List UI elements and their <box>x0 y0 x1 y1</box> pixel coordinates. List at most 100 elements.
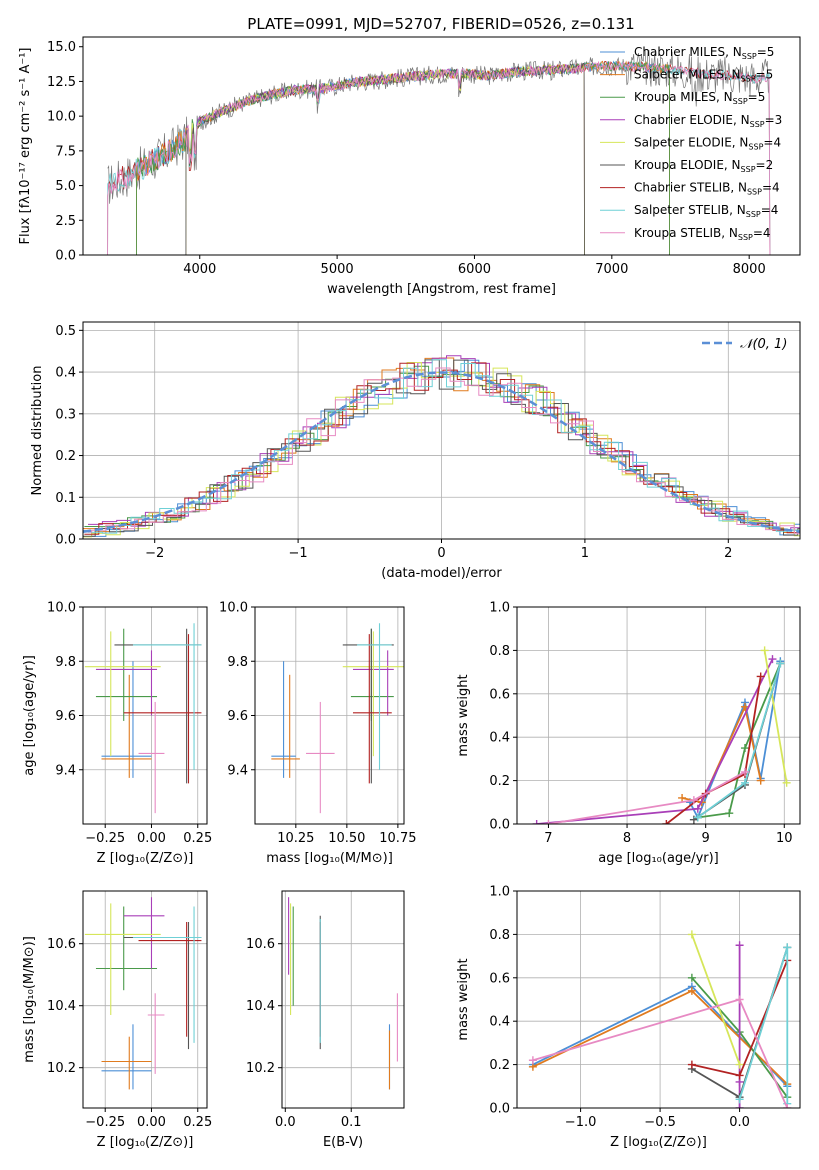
chart-mass-vs-ebv: 0.0 0.1 10.2 10.4 10.6 E(B-V) <box>246 890 405 1150</box>
model-spectrum-4 <box>185 63 585 255</box>
x-axis-label: Z [log₁₀(Z/Z⊙)] <box>97 851 194 866</box>
weight-marker <box>687 973 696 982</box>
axes-frame <box>281 890 405 1109</box>
y-tick-label: 0.4 <box>489 731 510 746</box>
y-axis-label: age [log₁₀(age/yr)] <box>22 655 37 776</box>
y-tick-label: 9.8 <box>227 655 248 670</box>
weight-marker <box>689 796 698 805</box>
weight-line-3 <box>536 658 774 824</box>
model-spectrum-1 <box>135 60 670 255</box>
y-tick-label: 0.0 <box>55 249 76 264</box>
y-tick-label: 9.6 <box>227 709 248 724</box>
weight-marker <box>693 804 702 813</box>
y-tick-label: 0.2 <box>489 774 510 789</box>
weight-marker <box>735 941 744 950</box>
y-tick-label: 0.3 <box>55 407 76 422</box>
x-axis-label: age [log₁₀(age/yr)] <box>598 851 719 866</box>
weight-line-6 <box>665 676 762 824</box>
legend-label-subscript: SSP <box>733 97 748 106</box>
data-point <box>147 993 165 1074</box>
y-tick-label: 9.4 <box>55 763 76 778</box>
legend-label-value: =5 <box>748 90 766 104</box>
legend-label: Salpeter STELIB, NSSP=4 <box>634 203 778 219</box>
x-tick-label: 10.25 <box>277 831 314 846</box>
legend-label-main: Kroupa STELIB, N <box>634 226 738 240</box>
weight-marker <box>532 820 541 824</box>
weight-marker <box>735 1071 744 1080</box>
weight-marker <box>783 1104 792 1108</box>
data-point <box>101 674 152 778</box>
weight-marker <box>768 655 777 664</box>
weight-marker <box>735 995 744 1004</box>
legend-label: Chabrier ELODIE, NSSP=3 <box>634 113 782 129</box>
x-tick-label: 2 <box>724 546 732 561</box>
y-tick-label: 10.6 <box>47 937 76 952</box>
weight-line-4 <box>691 934 741 1065</box>
data-point <box>306 701 335 814</box>
legend-label-value: =4 <box>762 181 780 195</box>
chart-age-vs-mass: 10.25 10.50 10.75 9.4 9.6 9.8 10.0 mass [log₁₀(… <box>219 601 416 867</box>
y-axis-label: mass [log₁₀(M/M⊙)] <box>22 936 37 1063</box>
plot-area <box>83 355 800 538</box>
x-tick-label: 0.25 <box>183 1115 212 1130</box>
plot-area <box>288 897 398 1090</box>
y-tick-label: 0.8 <box>489 644 510 659</box>
x-tick-label: −1 <box>289 546 308 561</box>
weight-marker <box>678 793 687 802</box>
axes-frame <box>82 890 208 1109</box>
legend-label-subscript: SSP <box>748 142 763 151</box>
weight-marker <box>783 943 792 952</box>
x-tick-label: 9 <box>702 831 710 846</box>
x-axis-label: E(B-V) <box>323 1135 363 1150</box>
y-axis-label: Flux [fλ10⁻¹⁷ erg cm⁻² s⁻¹ A⁻¹] <box>18 48 33 245</box>
data-point <box>123 634 202 784</box>
legend-label: Kroupa MILES, NSSP=5 <box>634 90 765 106</box>
weight-marker <box>782 778 791 787</box>
chart-residuals: 𝒩(0, 1) −2 −1 0 1 2 0.0 0.1 0.2 0.3 0.4 0.5 (data-mo… <box>30 321 801 581</box>
weight-marker <box>756 672 765 681</box>
residual-histogram-5 <box>83 359 800 537</box>
figure-title: PLATE=0991, MJD=52707, FIBERID=0526, z=0… <box>247 15 634 33</box>
x-tick-label: 7000 <box>595 262 628 277</box>
weight-marker <box>687 930 696 939</box>
legend-label: Kroupa STELIB, NSSP=4 <box>634 226 771 242</box>
legend-label-value: =2 <box>756 158 774 172</box>
y-tick-label: 0.6 <box>489 687 510 702</box>
axes-frame <box>82 36 801 256</box>
legend-label-main: Chabrier MILES, N <box>634 45 742 59</box>
weight-marker <box>760 646 769 655</box>
x-axis-label: mass [log₁₀(M/M⊙)] <box>266 851 393 866</box>
y-tick-label: 0.4 <box>489 1015 510 1030</box>
data-point <box>101 1036 152 1090</box>
data-point <box>84 631 161 757</box>
chart-weight-vs-Z: −1.0 −0.5 0.0 0.0 0.2 0.4 0.6 0.8 1.0 Z [log₁₀(Z/… <box>456 885 801 1150</box>
legend-label-main: Salpeter ELODIE, N <box>634 135 748 149</box>
y-axis-label: Normed distribution <box>30 366 45 496</box>
legend-label-subscript: SSP <box>741 165 756 174</box>
x-tick-label: 0.0 <box>729 1115 750 1130</box>
legend-label: Chabrier STELIB, NSSP=4 <box>634 181 780 197</box>
y-tick-label: 0.4 <box>55 366 76 381</box>
x-tick-label: 7 <box>544 831 552 846</box>
legend-label-main: Salpeter MILES, N <box>634 68 741 82</box>
chart-age-vs-Z: −0.25 0.00 0.25 9.4 9.6 9.8 10.0 Z [log₁₀(Z/Z⊙)… <box>22 601 212 867</box>
x-axis-label: Z [log₁₀(Z/Z⊙)] <box>610 1135 707 1150</box>
x-tick-label: −0.25 <box>85 1115 125 1130</box>
data-point <box>101 661 152 778</box>
data-point <box>132 623 202 770</box>
y-tick-label: 10.4 <box>47 999 76 1014</box>
legend-label-value: =5 <box>756 68 774 82</box>
weight-marker <box>544 820 553 824</box>
legend-label-subscript: SSP <box>738 233 753 242</box>
x-tick-label: 10.50 <box>328 831 365 846</box>
weight-marker <box>528 1056 537 1065</box>
y-tick-label: 9.8 <box>55 655 76 670</box>
data-point <box>138 922 202 1037</box>
legend-label-main: Salpeter STELIB, N <box>634 203 746 217</box>
y-tick-label: 2.5 <box>55 214 76 229</box>
data-point <box>342 628 394 784</box>
y-tick-label: 10.4 <box>246 999 275 1014</box>
y-tick-label: 0.2 <box>489 1058 510 1073</box>
legend-label-main: Kroupa MILES, N <box>634 90 733 104</box>
